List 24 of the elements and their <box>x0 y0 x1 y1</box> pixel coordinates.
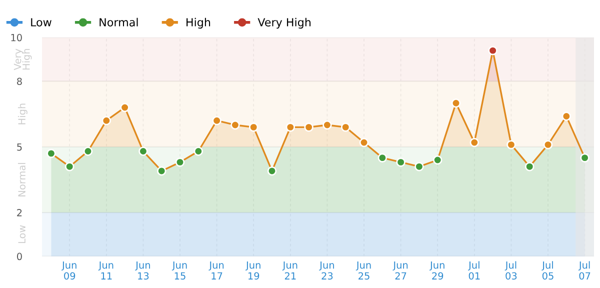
x-tick-label: Jun 25 <box>356 261 371 280</box>
x-tick-label: Jun 19 <box>246 261 260 280</box>
x-tick-label: Jun 09 <box>62 261 76 280</box>
x-tick-label: Jun 15 <box>172 261 187 280</box>
y-tick-label: 0 <box>17 252 22 260</box>
x-tick-label: Jul 05 <box>542 261 554 280</box>
x-tick-label: Jun 21 <box>282 261 298 280</box>
x-tick-label: Jun 27 <box>392 261 408 280</box>
y-tick-label: 10 <box>11 34 22 42</box>
y-tick-label: 2 <box>17 209 22 216</box>
x-tick-label: Jun 29 <box>430 261 444 280</box>
text: Low <box>31 18 52 26</box>
band-label: Very High <box>258 18 310 29</box>
y-tick-label: 5 <box>17 143 22 151</box>
x-tick-label: Jun 17 <box>208 261 224 280</box>
text: Normal <box>100 18 138 26</box>
x-tick-label: Jul 07 <box>578 261 590 280</box>
x-tick-label: Jul 03 <box>504 261 517 280</box>
x-tick-label: Jun 11 <box>98 261 114 280</box>
x-tick-label: Jun 13 <box>135 261 150 280</box>
text: High <box>186 18 210 29</box>
y-tick-label: 8 <box>17 78 22 86</box>
x-tick-label: Jun 23 <box>319 261 334 280</box>
x-tick-label: Jul 01 <box>468 261 480 280</box>
